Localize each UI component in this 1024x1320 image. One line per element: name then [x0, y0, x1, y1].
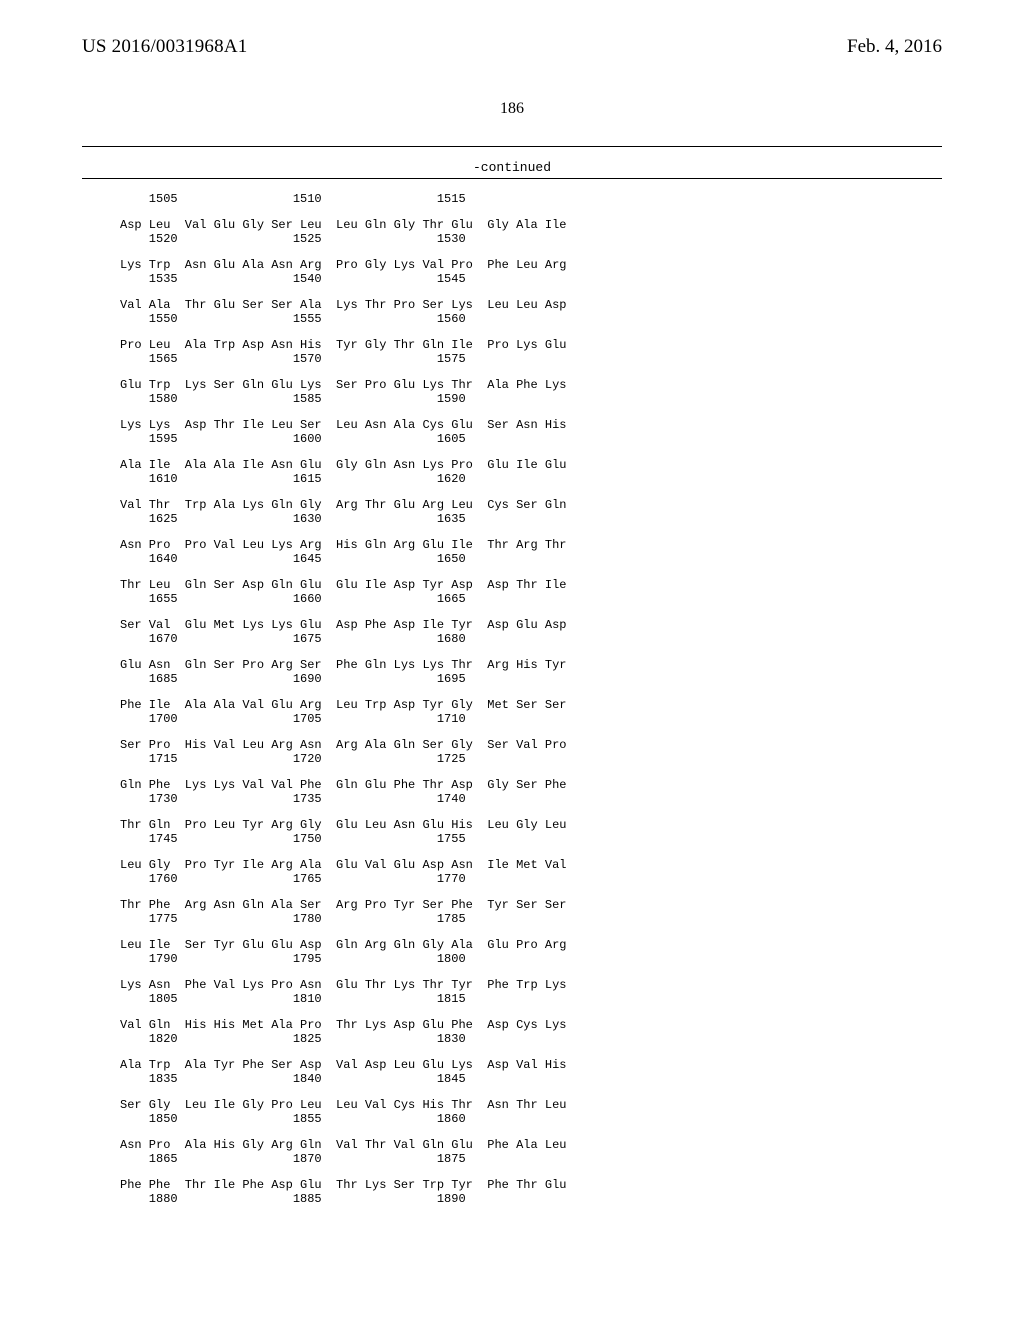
- aa-row: Gln Phe Lys Lys Val Val Phe Gln Glu Phe …: [120, 778, 566, 792]
- aa-row: Thr Leu Gln Ser Asp Gln Glu Glu Ile Asp …: [120, 578, 566, 592]
- aa-row: Lys Asn Phe Val Lys Pro Asn Glu Thr Lys …: [120, 978, 566, 992]
- position-row: 1610 1615 1620: [120, 472, 566, 486]
- position-row: 1760 1765 1770: [120, 872, 566, 886]
- aa-row: Lys Trp Asn Glu Ala Asn Arg Pro Gly Lys …: [120, 258, 566, 272]
- position-row: 1790 1795 1800: [120, 952, 566, 966]
- position-row: 1670 1675 1680: [120, 632, 566, 646]
- position-row: 1640 1645 1650: [120, 552, 566, 566]
- rule-top: [82, 146, 942, 147]
- continued-label: -continued: [0, 160, 1024, 175]
- aa-row: Thr Gln Pro Leu Tyr Arg Gly Glu Leu Asn …: [120, 818, 566, 832]
- position-row: 1835 1840 1845: [120, 1072, 566, 1086]
- aa-row: Ser Val Glu Met Lys Lys Glu Asp Phe Asp …: [120, 618, 566, 632]
- position-row: 1850 1855 1860: [120, 1112, 566, 1126]
- position-row: 1595 1600 1605: [120, 432, 566, 446]
- position-row: 1685 1690 1695: [120, 672, 566, 686]
- sequence-listing: 1505 1510 1515 Asp Leu Val Glu Gly Ser Le…: [120, 192, 566, 1218]
- position-row: 1880 1885 1890: [120, 1192, 566, 1206]
- position-row: 1565 1570 1575: [120, 352, 566, 366]
- aa-row: Phe Ile Ala Ala Val Glu Arg Leu Trp Asp …: [120, 698, 566, 712]
- aa-row: Glu Asn Gln Ser Pro Arg Ser Phe Gln Lys …: [120, 658, 566, 672]
- aa-row: Phe Phe Thr Ile Phe Asp Glu Thr Lys Ser …: [120, 1178, 566, 1192]
- position-row: 1805 1810 1815: [120, 992, 566, 1006]
- rule-below-continued: [82, 178, 942, 179]
- aa-row: Thr Phe Arg Asn Gln Ala Ser Arg Pro Tyr …: [120, 898, 566, 912]
- aa-row: Val Ala Thr Glu Ser Ser Ala Lys Thr Pro …: [120, 298, 566, 312]
- position-row: 1700 1705 1710: [120, 712, 566, 726]
- aa-row: Ser Gly Leu Ile Gly Pro Leu Leu Val Cys …: [120, 1098, 566, 1112]
- position-row: 1820 1825 1830: [120, 1032, 566, 1046]
- position-row: 1865 1870 1875: [120, 1152, 566, 1166]
- aa-row: Asn Pro Pro Val Leu Lys Arg His Gln Arg …: [120, 538, 566, 552]
- position-row: 1535 1540 1545: [120, 272, 566, 286]
- aa-row: Lys Lys Asp Thr Ile Leu Ser Leu Asn Ala …: [120, 418, 566, 432]
- aa-row: Glu Trp Lys Ser Gln Glu Lys Ser Pro Glu …: [120, 378, 566, 392]
- position-row: 1745 1750 1755: [120, 832, 566, 846]
- aa-row: Val Thr Trp Ala Lys Gln Gly Arg Thr Glu …: [120, 498, 566, 512]
- position-row: 1520 1525 1530: [120, 232, 566, 246]
- header-date: Feb. 4, 2016: [847, 36, 942, 58]
- aa-row: Leu Gly Pro Tyr Ile Arg Ala Glu Val Glu …: [120, 858, 566, 872]
- position-row: 1580 1585 1590: [120, 392, 566, 406]
- position-row: 1550 1555 1560: [120, 312, 566, 326]
- position-row: 1505 1510 1515: [120, 192, 566, 206]
- position-row: 1775 1780 1785: [120, 912, 566, 926]
- position-row: 1715 1720 1725: [120, 752, 566, 766]
- aa-row: Val Gln His His Met Ala Pro Thr Lys Asp …: [120, 1018, 566, 1032]
- aa-row: Pro Leu Ala Trp Asp Asn His Tyr Gly Thr …: [120, 338, 566, 352]
- header-pub-number: US 2016/0031968A1: [82, 36, 247, 58]
- page-number: 186: [0, 100, 1024, 118]
- position-row: 1730 1735 1740: [120, 792, 566, 806]
- position-row: 1625 1630 1635: [120, 512, 566, 526]
- aa-row: Asp Leu Val Glu Gly Ser Leu Leu Gln Gly …: [120, 218, 566, 232]
- page: US 2016/0031968A1 Feb. 4, 2016 186 -cont…: [0, 0, 1024, 1320]
- aa-row: Ala Trp Ala Tyr Phe Ser Asp Val Asp Leu …: [120, 1058, 566, 1072]
- position-row: 1655 1660 1665: [120, 592, 566, 606]
- aa-row: Ser Pro His Val Leu Arg Asn Arg Ala Gln …: [120, 738, 566, 752]
- aa-row: Ala Ile Ala Ala Ile Asn Glu Gly Gln Asn …: [120, 458, 566, 472]
- aa-row: Asn Pro Ala His Gly Arg Gln Val Thr Val …: [120, 1138, 566, 1152]
- aa-row: Leu Ile Ser Tyr Glu Glu Asp Gln Arg Gln …: [120, 938, 566, 952]
